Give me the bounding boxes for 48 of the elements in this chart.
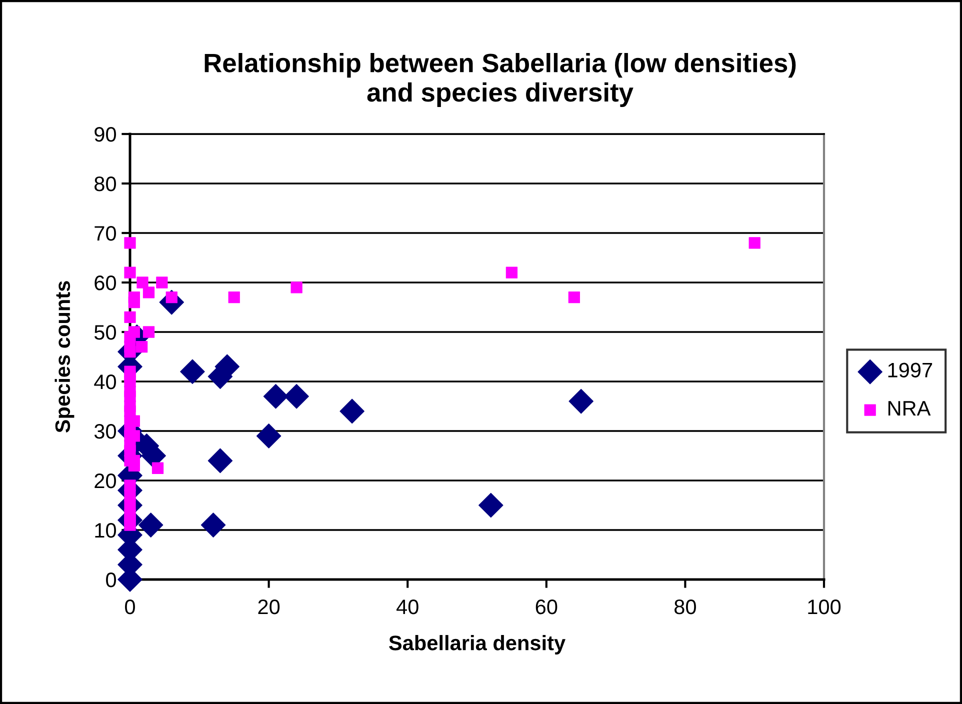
y-axis-title: Species counts: [54, 281, 74, 433]
point: [138, 512, 164, 538]
point: [256, 424, 282, 448]
y-tick-label: 20: [94, 474, 116, 488]
point: [284, 384, 309, 409]
point: [340, 398, 364, 424]
point: [152, 462, 164, 474]
point: [180, 359, 205, 384]
point: [568, 388, 594, 414]
x-tick-label: 100: [808, 599, 841, 614]
y-tick-label: 50: [94, 325, 116, 340]
point: [263, 384, 288, 409]
y-tick-label: 10: [95, 523, 116, 538]
x-tick-label: 0: [125, 599, 135, 614]
point: [124, 266, 136, 278]
point: [124, 237, 136, 249]
point: [124, 311, 136, 323]
y-tick-label: 70: [94, 226, 116, 241]
y-tick-label: 80: [94, 176, 116, 192]
point: [290, 282, 302, 294]
point: [136, 276, 148, 288]
legend-label: 1997: [888, 362, 932, 378]
x-tick-label: 40: [396, 599, 418, 614]
point: [128, 460, 140, 472]
point: [128, 296, 140, 308]
point: [200, 512, 226, 538]
point: [156, 276, 168, 288]
y-tick-label: 60: [94, 276, 116, 290]
point: [748, 237, 760, 249]
x-tick-label: 20: [258, 599, 280, 614]
y-tick-label: 30: [94, 424, 116, 439]
point: [208, 448, 233, 474]
x-axis-title: Sabellaria density: [389, 635, 566, 654]
point: [142, 286, 155, 298]
point: [136, 341, 148, 353]
point: [142, 326, 155, 338]
chart-title: Relationship between Sabellaria (low densities) and species diversity: [204, 53, 796, 107]
point: [568, 292, 580, 304]
y-tick-label: 90: [94, 127, 116, 142]
point: [506, 266, 518, 278]
y-tick-label: 40: [94, 374, 116, 390]
x-tick-label: 60: [536, 599, 558, 614]
y-tick-label: 0: [106, 572, 116, 588]
point: [478, 492, 504, 518]
legend-label: NRA: [888, 401, 931, 416]
point: [228, 292, 240, 304]
point: [128, 326, 140, 338]
x-tick-label: 80: [674, 599, 696, 614]
